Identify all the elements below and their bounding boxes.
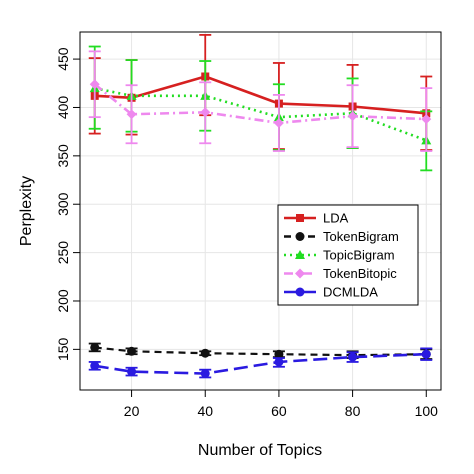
y-tick-label: 150 — [55, 337, 71, 361]
x-tick-label: 60 — [271, 403, 287, 419]
legend-marker — [295, 232, 305, 241]
legend-marker — [295, 287, 305, 297]
legend-marker — [296, 214, 304, 222]
series-layer — [88, 34, 433, 379]
legend-label: LDA — [323, 211, 349, 226]
series-dcmlda — [88, 347, 433, 379]
y-tick-label: 300 — [55, 192, 71, 216]
y-axis: 150 200 250 300 350 400 450 — [55, 47, 80, 361]
data-point — [89, 79, 100, 90]
data-point — [421, 114, 432, 125]
legend-label: TokenBitopic — [323, 266, 397, 281]
y-tick-label: 400 — [55, 96, 71, 120]
x-tick-label: 80 — [345, 403, 361, 419]
data-point — [348, 352, 358, 362]
data-point — [200, 369, 210, 379]
data-point — [127, 346, 137, 356]
series-tokenbitopic — [88, 50, 433, 152]
data-point — [200, 107, 211, 118]
legend-label: DCMLDA — [323, 285, 378, 300]
data-point — [90, 361, 100, 371]
x-tick-label: 40 — [197, 403, 213, 419]
series-line — [93, 83, 427, 125]
legend-label: TopicBigram — [323, 248, 395, 263]
series-line — [94, 86, 427, 142]
y-tick-label: 450 — [55, 47, 71, 71]
y-tick-label: 200 — [55, 289, 71, 313]
data-point — [274, 357, 284, 367]
legend-label: TokenBigram — [323, 229, 399, 244]
legend-marker — [295, 250, 305, 259]
series-lda — [88, 34, 433, 151]
legend-marker — [295, 268, 305, 279]
data-point — [274, 349, 284, 359]
data-point — [90, 342, 100, 352]
x-tick-label: 20 — [124, 403, 140, 419]
data-point — [273, 117, 284, 128]
x-axis-title: Number of Topics — [198, 442, 322, 459]
plot-frame — [79, 31, 442, 391]
data-point — [347, 111, 358, 122]
x-axis: 20 40 60 80 100 — [124, 390, 438, 419]
x-tick-label: 100 — [415, 403, 439, 419]
y-tick-label: 350 — [55, 144, 71, 168]
legend: LDA TokenBigram TopicBigram TokenBitopic DCM… — [277, 204, 419, 306]
series-line — [94, 346, 427, 357]
data-point — [200, 348, 210, 358]
y-axis-title: Perplexity — [18, 176, 35, 246]
series-line — [94, 352, 427, 375]
data-point — [126, 109, 137, 120]
y-tick-label: 250 — [55, 241, 71, 265]
series-line — [94, 75, 427, 115]
data-point — [127, 367, 137, 377]
data-point — [421, 349, 431, 359]
